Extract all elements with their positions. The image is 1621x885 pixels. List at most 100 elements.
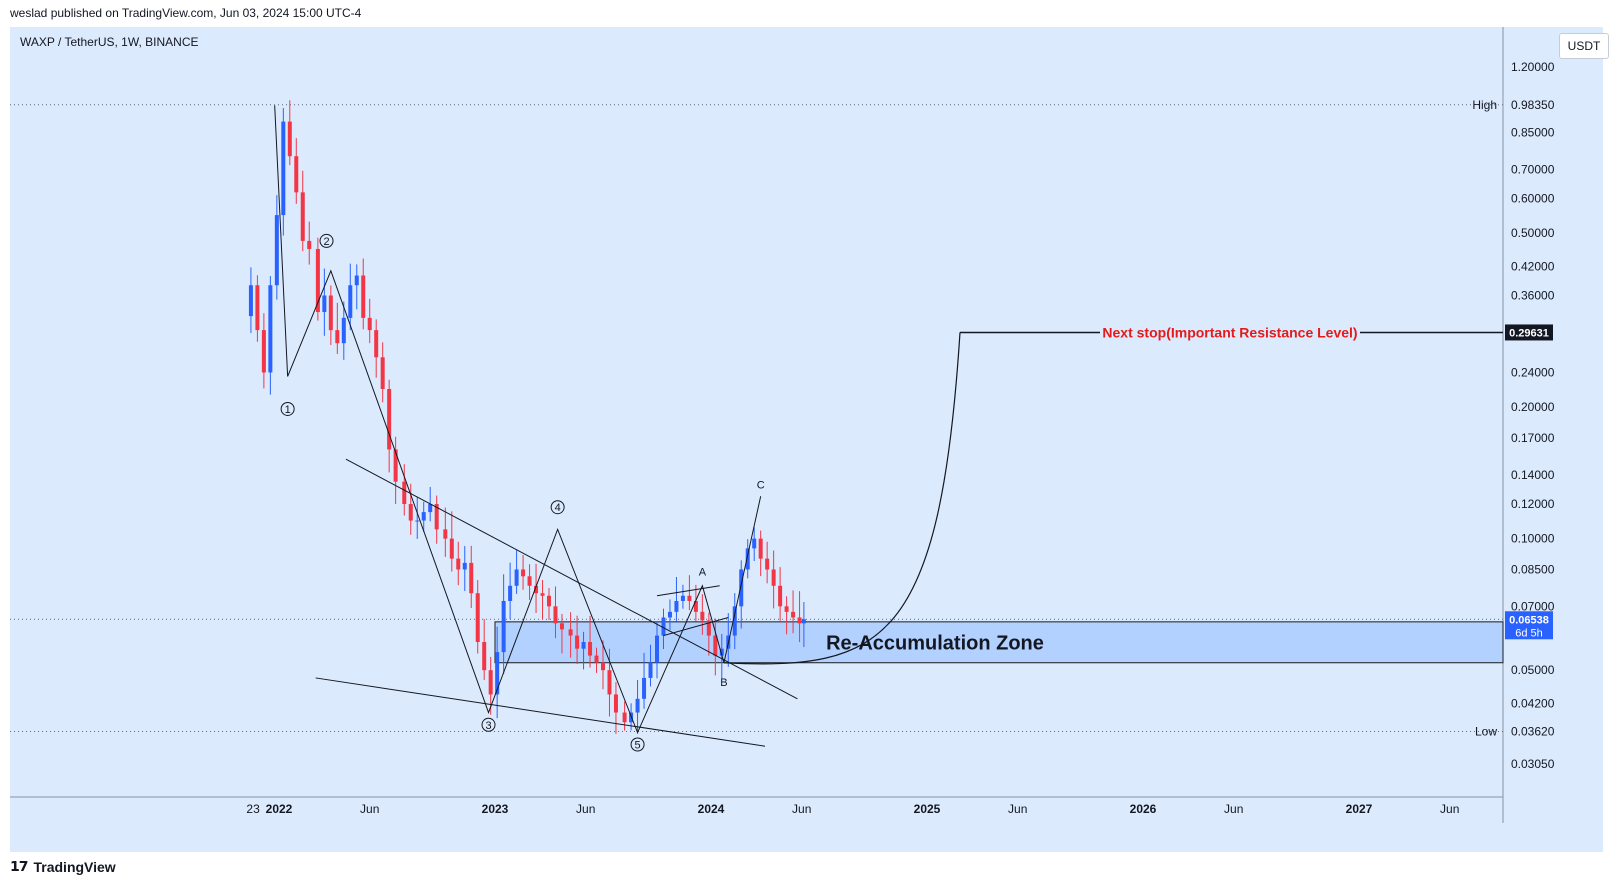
candle-body xyxy=(348,285,353,318)
footer-brand[interactable]: 𝟭𝟳 TradingView xyxy=(10,858,116,875)
candle-body xyxy=(553,606,558,624)
candle-body xyxy=(622,712,627,723)
wave-circle xyxy=(481,717,496,732)
candle-body xyxy=(758,538,763,559)
candle-body xyxy=(700,611,705,621)
candle-body xyxy=(745,548,750,570)
candle-body xyxy=(335,330,340,344)
y-tick-label: 0.14000 xyxy=(1511,468,1555,482)
projection-curve xyxy=(723,332,961,665)
candle-body xyxy=(456,558,461,570)
candle-body xyxy=(300,192,305,241)
candle-body xyxy=(501,600,506,653)
candle-body xyxy=(613,694,618,713)
low-label: Low xyxy=(1475,724,1497,738)
candle-body xyxy=(784,606,789,612)
x-tick-label: Jun xyxy=(360,802,379,816)
chart-area[interactable] xyxy=(10,27,1603,852)
impulse-wave-path xyxy=(274,105,639,733)
candle-body xyxy=(706,620,711,636)
zone-label: Re-Accumulation Zone xyxy=(826,632,1044,654)
candle-body xyxy=(421,512,426,521)
candle-body xyxy=(462,562,467,570)
candle-body xyxy=(732,606,737,636)
candle-body xyxy=(328,295,333,331)
currency-button[interactable]: USDT xyxy=(1559,33,1609,59)
candle-body xyxy=(488,670,493,695)
wave-label: 2 xyxy=(323,236,329,248)
low-value: 0.03620 xyxy=(1511,724,1555,738)
candle-body xyxy=(540,593,545,596)
x-tick-label: Jun xyxy=(792,802,811,816)
candle-body xyxy=(655,635,659,663)
candle-body xyxy=(559,623,564,630)
flag-bottom-line xyxy=(663,617,729,637)
candle-body xyxy=(508,585,513,601)
y-tick-label: 0.12000 xyxy=(1511,497,1555,511)
wave-label: 5 xyxy=(634,740,640,752)
candle-body xyxy=(693,600,698,612)
candle-body xyxy=(434,504,439,530)
candle-body xyxy=(521,569,526,577)
current-price-value: 0.06538 xyxy=(1509,614,1549,626)
candle-body xyxy=(281,121,286,216)
y-tick-label: 0.85000 xyxy=(1511,125,1555,139)
y-tick-label: 1.20000 xyxy=(1511,60,1555,74)
y-tick-label: 0.08500 xyxy=(1511,562,1555,576)
wave-label: 1 xyxy=(285,404,291,416)
wave-label: 4 xyxy=(555,502,561,514)
candle-body xyxy=(642,677,647,699)
wave-label: 3 xyxy=(485,720,491,732)
candle-body xyxy=(482,642,487,671)
y-tick-label: 0.20000 xyxy=(1511,400,1555,414)
high-value: 0.98350 xyxy=(1511,98,1555,112)
candle-body xyxy=(527,576,532,586)
price-axis xyxy=(1503,27,1557,823)
tradingview-logo-icon: 𝟭𝟳 xyxy=(10,858,29,874)
candle-body xyxy=(778,585,783,607)
candles xyxy=(248,100,806,734)
candle-body xyxy=(687,595,692,601)
candle-body xyxy=(361,275,366,318)
y-tick-label: 0.04200 xyxy=(1511,696,1555,710)
brand-name: TradingView xyxy=(33,858,116,875)
wave-circle xyxy=(550,500,565,515)
candle-body xyxy=(607,670,612,695)
candle-body xyxy=(341,317,346,344)
candle-body xyxy=(801,619,806,624)
target-label: Next stop(Important Resistance Level) xyxy=(1102,324,1357,340)
candle-body xyxy=(594,655,599,663)
candle-body xyxy=(428,504,433,513)
candle-body xyxy=(387,388,392,450)
wave-label: C xyxy=(757,480,765,492)
x-tick-label: 2027 xyxy=(1346,802,1373,816)
y-tick-label: 0.05000 xyxy=(1511,663,1555,677)
candle-body xyxy=(581,642,586,649)
candle-body xyxy=(274,215,279,286)
wave-label: B xyxy=(720,677,727,689)
candle-body xyxy=(475,593,480,643)
candle-body xyxy=(322,295,327,313)
wave-circle xyxy=(319,233,334,248)
x-tick-label: 2022 xyxy=(266,802,293,816)
y-tick-label: 0.24000 xyxy=(1511,365,1555,379)
candle-body xyxy=(402,481,407,505)
candle-body xyxy=(408,504,413,521)
candle-body xyxy=(268,285,273,373)
candle-body xyxy=(449,538,454,559)
candle-body xyxy=(307,240,312,249)
candle-body xyxy=(393,449,398,482)
flag-top-line xyxy=(656,585,720,597)
candle-body xyxy=(547,595,551,607)
y-tick-label: 0.03050 xyxy=(1511,757,1555,771)
candle-body xyxy=(514,569,519,586)
candle-body xyxy=(443,529,448,539)
y-tick-label: 0.07000 xyxy=(1511,599,1555,613)
candle-body xyxy=(752,538,757,549)
candle-body xyxy=(765,558,770,570)
candle-body xyxy=(674,600,679,612)
candle-body xyxy=(495,652,500,695)
candle-body xyxy=(374,330,379,358)
candle-body xyxy=(287,121,292,157)
